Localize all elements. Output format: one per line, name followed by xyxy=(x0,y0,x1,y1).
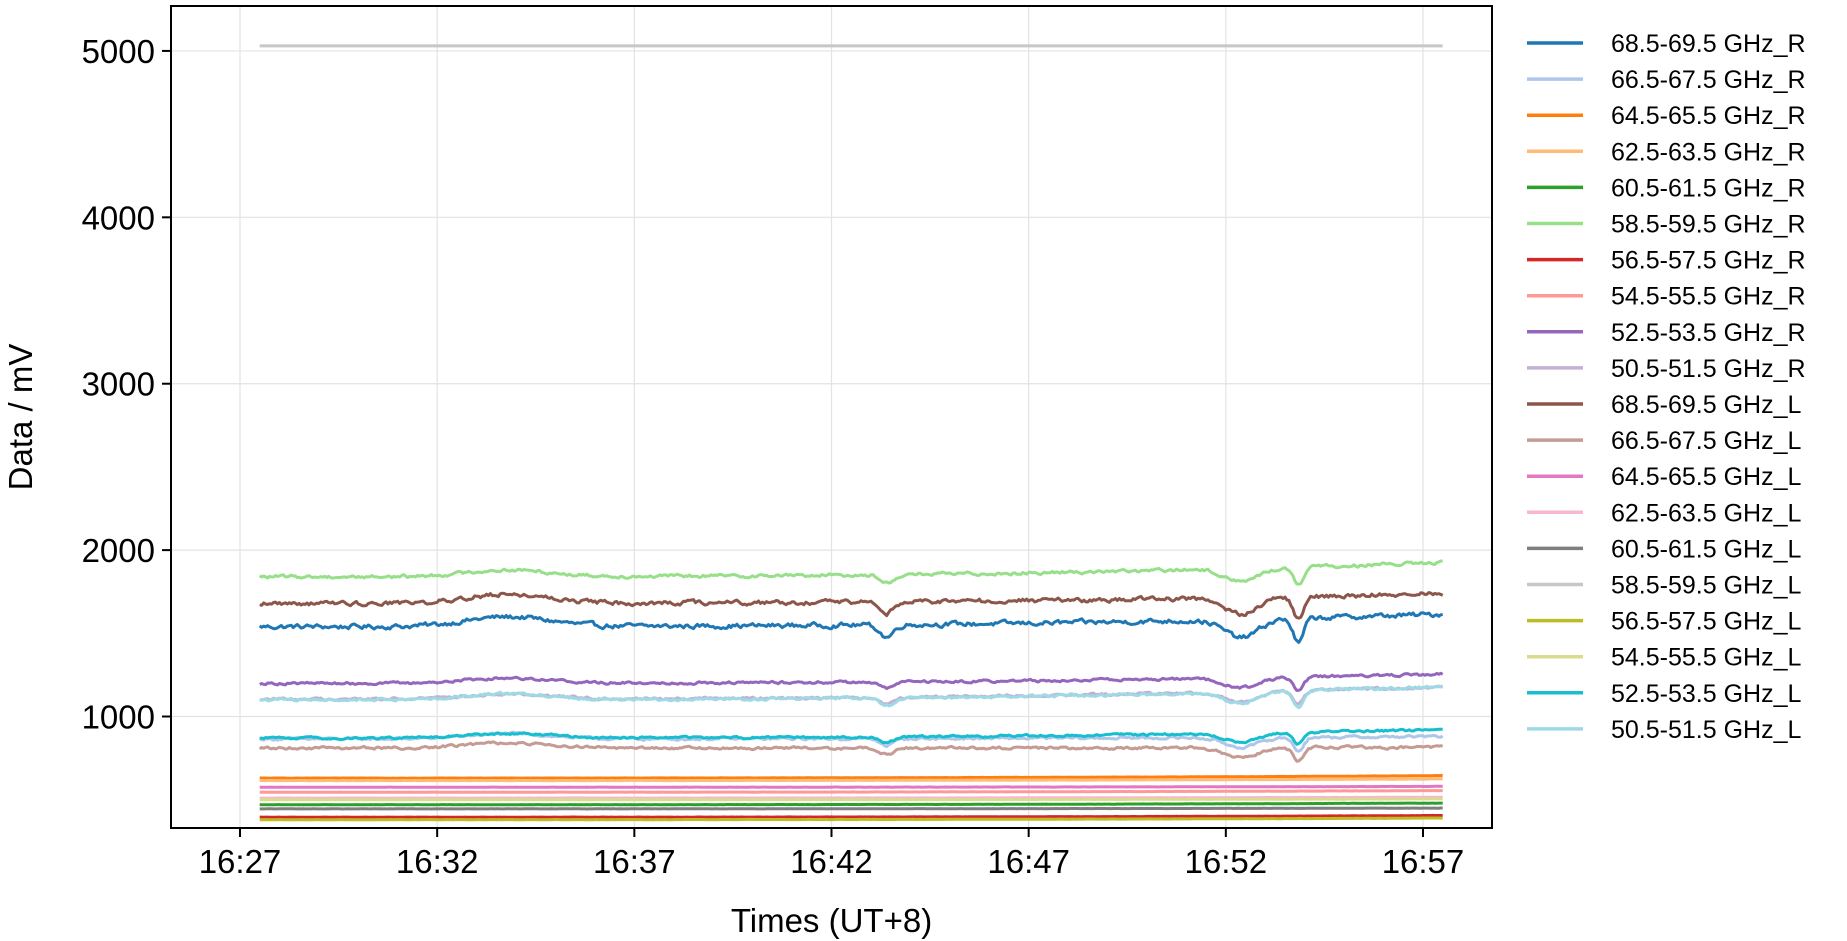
axis-ticks: 1000 2000 3000 4000 5000 16:27 16:32 16:37 16:42… xyxy=(82,33,1465,880)
legend-label: 50.5-51.5 GHz_R xyxy=(1611,355,1806,383)
x-axis-title: Times (UT+8) xyxy=(731,902,932,939)
series-line xyxy=(259,591,1444,620)
series-line xyxy=(259,671,1444,692)
series-line xyxy=(258,611,1443,644)
series-lines xyxy=(258,44,1444,822)
legend-label: 68.5-69.5 GHz_R xyxy=(1611,30,1806,58)
x-tick-label: 16:52 xyxy=(1185,843,1268,880)
legend-label: 60.5-61.5 GHz_R xyxy=(1611,174,1806,202)
legend-label: 50.5-51.5 GHz_L xyxy=(1611,716,1801,744)
x-tick-label: 16:42 xyxy=(790,843,873,880)
legend-label: 68.5-69.5 GHz_L xyxy=(1611,391,1801,419)
legend-label: 66.5-67.5 GHz_L xyxy=(1611,427,1801,455)
series-line xyxy=(259,727,1443,746)
series-line xyxy=(259,795,1443,800)
legend-label: 58.5-59.5 GHz_R xyxy=(1611,211,1806,239)
series-line xyxy=(259,806,1443,811)
x-tick-label: 16:37 xyxy=(593,843,676,880)
gridlines xyxy=(171,6,1492,828)
legend-label: 58.5-59.5 GHz_L xyxy=(1611,572,1801,600)
y-tick-label: 3000 xyxy=(82,366,155,403)
y-tick-label: 5000 xyxy=(82,33,155,70)
series-line xyxy=(258,740,1444,763)
legend-label: 62.5-63.5 GHz_R xyxy=(1611,138,1806,166)
x-tick-label: 16:57 xyxy=(1382,843,1465,880)
series-line xyxy=(259,801,1443,807)
series-line xyxy=(258,559,1443,586)
series-line xyxy=(259,777,1443,783)
legend-label: 62.5-63.5 GHz_L xyxy=(1611,499,1801,527)
y-tick-label: 1000 xyxy=(82,699,155,736)
legend-label: 52.5-53.5 GHz_L xyxy=(1611,680,1801,708)
legend-label: 66.5-67.5 GHz_R xyxy=(1611,66,1806,94)
y-tick-label: 2000 xyxy=(82,532,155,569)
series-line xyxy=(259,797,1443,802)
series-line xyxy=(259,684,1444,710)
legend-label: 56.5-57.5 GHz_L xyxy=(1611,608,1801,636)
series-line xyxy=(259,789,1443,794)
legend-label: 54.5-55.5 GHz_R xyxy=(1611,283,1806,311)
legend-label: 64.5-65.5 GHz_R xyxy=(1611,102,1806,130)
x-tick-label: 16:27 xyxy=(199,843,282,880)
legend-label: 52.5-53.5 GHz_R xyxy=(1611,319,1806,347)
legend-label: 56.5-57.5 GHz_R xyxy=(1611,247,1806,275)
x-tick-label: 16:32 xyxy=(396,843,479,880)
legend-label: 54.5-55.5 GHz_L xyxy=(1611,644,1801,672)
x-tick-label: 16:47 xyxy=(987,843,1070,880)
y-tick-label: 4000 xyxy=(82,199,155,236)
series-line xyxy=(259,816,1443,822)
legend-label: 60.5-61.5 GHz_L xyxy=(1611,535,1801,563)
series-line xyxy=(259,813,1443,819)
legend: 68.5-69.5 GHz_R 66.5-67.5 GHz_R 64.5-65.5 … xyxy=(1527,30,1806,744)
y-axis-title: Data / mV xyxy=(2,344,39,491)
series-line xyxy=(259,784,1443,789)
series-line xyxy=(259,774,1443,780)
legend-label: 64.5-65.5 GHz_L xyxy=(1611,463,1801,491)
